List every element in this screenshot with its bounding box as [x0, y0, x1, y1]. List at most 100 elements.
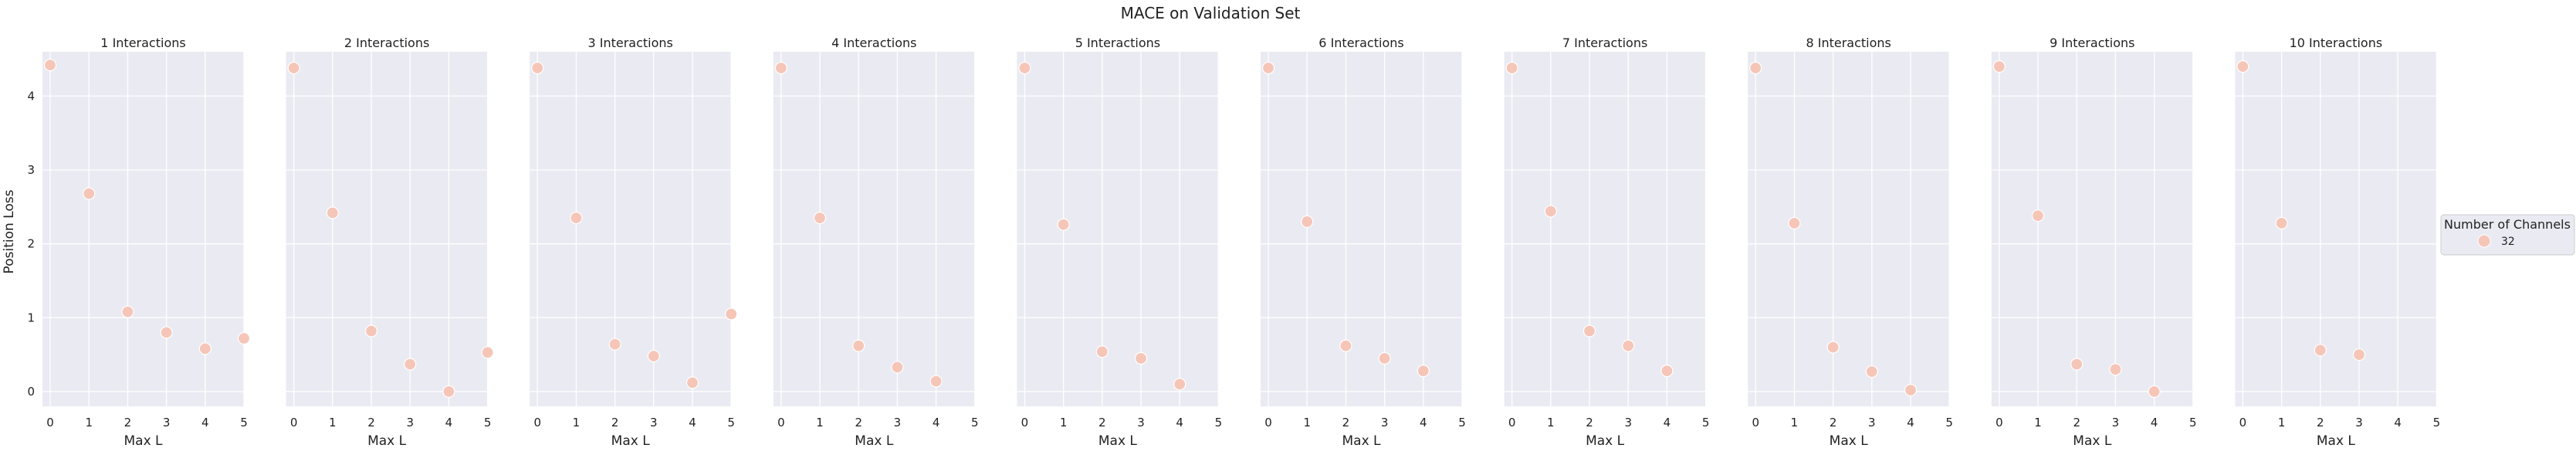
legend-box	[2440, 214, 2575, 256]
x-tick-label: 5	[240, 416, 248, 430]
x-tick-label: 0	[1752, 416, 1759, 430]
data-point	[1826, 341, 1840, 354]
plot-area	[1261, 52, 1462, 406]
x-tick-label: 0	[533, 416, 541, 430]
data-point	[2314, 344, 2327, 357]
x-tick-label: 2	[1342, 416, 1350, 430]
x-axis-label: Max L	[1830, 433, 1869, 449]
data-point	[43, 59, 57, 72]
data-point	[685, 376, 699, 389]
plot-area	[2235, 52, 2437, 406]
panel-title: 4 Interactions	[831, 36, 916, 50]
x-tick-label: 1	[2034, 416, 2042, 430]
data-point	[1992, 60, 2006, 73]
x-tick-label: 4	[1907, 416, 1914, 430]
data-point	[121, 305, 134, 318]
data-point	[1095, 345, 1109, 358]
data-point	[1505, 61, 1518, 75]
y-tick-label: 1	[27, 311, 35, 324]
data-point	[2236, 60, 2249, 73]
x-tick-label: 5	[2189, 416, 2197, 430]
data-point	[1417, 365, 1430, 378]
x-axis-label: Max L	[2317, 433, 2356, 449]
subplot-panel: 4 Interactions 0 1 2 3 4 5 Max L	[773, 36, 979, 449]
x-tick-label: 0	[2239, 416, 2247, 430]
x-tick-label: 4	[689, 416, 696, 430]
x-tick-label: 2	[611, 416, 619, 430]
x-tick-label: 4	[445, 416, 453, 430]
x-tick-label: 0	[1995, 416, 2003, 430]
panel-title: 8 Interactions	[1806, 36, 1891, 50]
x-tick-label: 2	[124, 416, 132, 430]
subplot-panel: 5 Interactions 0 1 2 3 4 5 Max L	[1017, 36, 1222, 449]
plot-area	[1991, 52, 2193, 406]
y-tick-label: 4	[27, 89, 35, 103]
x-tick-label: 5	[1215, 416, 1223, 430]
x-tick-label: 3	[2355, 416, 2363, 430]
x-axis-label: Max L	[1098, 433, 1138, 449]
data-point	[813, 212, 827, 225]
x-tick-label: 3	[894, 416, 902, 430]
x-tick-label: 0	[1508, 416, 1516, 430]
panel-title: 6 Interactions	[1318, 36, 1403, 50]
x-axis-label: Max L	[124, 433, 163, 449]
x-tick-label: 1	[1791, 416, 1799, 430]
x-axis-label: Max L	[2073, 433, 2112, 449]
x-tick-label: 4	[1664, 416, 1671, 430]
data-point	[83, 187, 96, 200]
x-tick-label: 0	[290, 416, 298, 430]
x-tick-label: 5	[2433, 416, 2441, 430]
x-tick-label: 5	[971, 416, 979, 430]
plot-area	[1748, 52, 1950, 406]
x-tick-label: 1	[1547, 416, 1555, 430]
legend-title: Number of Channels	[2444, 217, 2571, 232]
subplot-panel: 8 Interactions 0 1 2 3 4 5 Max L	[1748, 36, 1953, 449]
x-tick-label: 3	[163, 416, 171, 430]
subplot-panel: 3 Interactions 0 1 2 3 4 5 Max L	[530, 36, 738, 449]
subplot-panel: 6 Interactions 0 1 2 3 4 5 Max L	[1261, 36, 1466, 449]
panel-title: 3 Interactions	[587, 36, 672, 50]
x-tick-label: 2	[2073, 416, 2080, 430]
panel-title: 7 Interactions	[1562, 36, 1647, 50]
data-point	[1057, 218, 1070, 231]
x-tick-label: 4	[2394, 416, 2402, 430]
x-axis-label: Max L	[855, 433, 894, 449]
x-tick-label: 1	[85, 416, 93, 430]
panel-title: 1 Interactions	[100, 36, 185, 50]
y-tick-label: 2	[27, 237, 35, 251]
data-point	[2070, 358, 2083, 371]
x-axis-label: Max L	[1342, 433, 1381, 449]
panel-title: 5 Interactions	[1075, 36, 1160, 50]
x-tick-label: 3	[650, 416, 658, 430]
data-point	[1339, 339, 1352, 352]
data-point	[725, 307, 738, 321]
data-point	[929, 375, 943, 388]
data-point	[774, 61, 787, 75]
x-tick-label: 1	[1060, 416, 1068, 430]
plot-area	[530, 52, 732, 406]
data-point	[364, 324, 378, 338]
data-point	[1788, 216, 1801, 229]
plot-area	[286, 52, 488, 406]
data-point	[608, 338, 621, 351]
x-tick-label: 3	[406, 416, 414, 430]
plot-area	[1017, 52, 1219, 406]
x-tick-label: 3	[1624, 416, 1632, 430]
x-tick-label: 5	[1945, 416, 1953, 430]
x-tick-label: 5	[484, 416, 492, 430]
subplot-panel: 7 Interactions 0 1 2 3 4 5 Max L	[1504, 36, 1709, 449]
data-point	[1261, 61, 1275, 75]
subplot-panel: 1 Interactions 0 1 2 3 4 5 Max L 0 1 2 3 4	[27, 36, 251, 449]
x-tick-label: 1	[2278, 416, 2286, 430]
x-axis-label: Max L	[367, 433, 407, 449]
x-tick-label: 2	[855, 416, 862, 430]
x-tick-label: 1	[573, 416, 581, 430]
plot-area	[1504, 52, 1706, 406]
subplot-panel: 10 Interactions 0 1 2 3 4 5 Max L	[2235, 36, 2440, 449]
data-point	[1173, 378, 1186, 391]
x-axis-label: Max L	[611, 433, 651, 449]
data-point	[531, 61, 544, 75]
x-tick-label: 2	[367, 416, 375, 430]
